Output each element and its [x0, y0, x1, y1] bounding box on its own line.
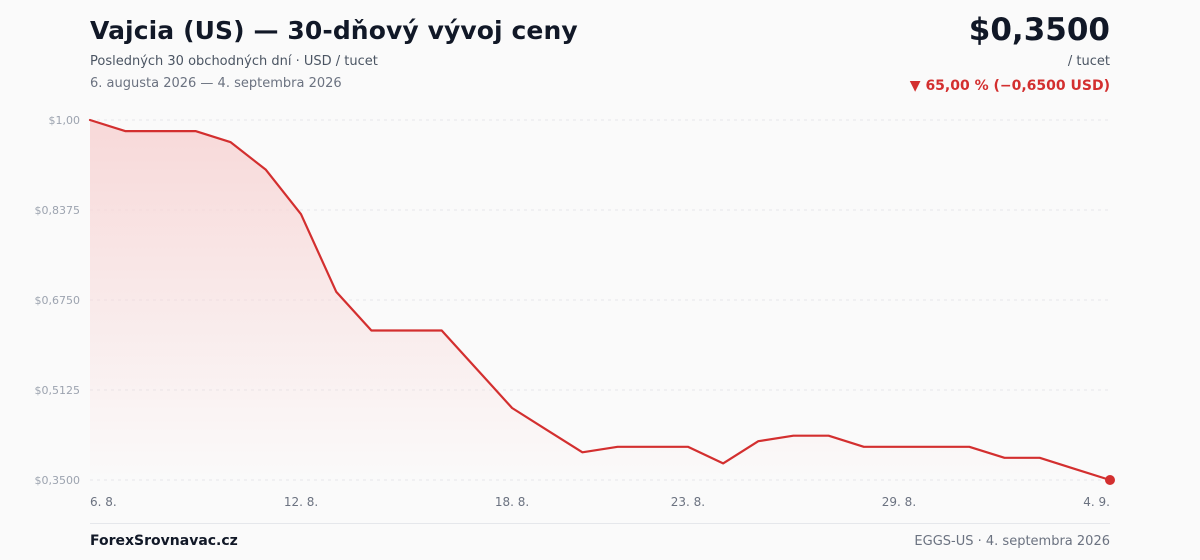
brand-name: ForexSrovnavac.cz — [90, 533, 238, 549]
source-label: EGGS-US · 4. septembra 2026 — [914, 534, 1110, 549]
series-line — [88, 118, 1112, 482]
x-tick-label: 4. 9. — [1083, 495, 1110, 509]
x-tick-label: 12. 8. — [284, 495, 318, 509]
y-tick-label: $1,00 — [49, 114, 81, 127]
price-chart: $1,00 $0,8375 $0,6750 $0,5125 $0,3500 6. 8. 12… — [35, 114, 1115, 509]
page-title: Vajcia (US) — 30-dňový vývoj ceny — [90, 16, 578, 45]
x-tick-label: 29. 8. — [882, 495, 916, 509]
y-tick-label: $0,5125 — [35, 384, 81, 397]
x-tick-label: 6. 8. — [90, 495, 117, 509]
y-tick-label: $0,8375 — [35, 204, 81, 217]
price-change: ▼ 65,00 % (−0,6500 USD) — [909, 78, 1110, 94]
chart-subtitle: Posledných 30 obchodných dní · USD / tuc… — [90, 54, 378, 69]
y-tick-label: $0,3500 — [35, 474, 81, 487]
date-range: 6. augusta 2026 — 4. septembra 2026 — [90, 76, 342, 91]
area-fill — [90, 120, 1110, 480]
y-tick-label: $0,6750 — [35, 294, 81, 307]
x-tick-label: 18. 8. — [495, 495, 529, 509]
last-point-marker — [1105, 475, 1115, 485]
current-price: $0,3500 — [968, 12, 1110, 48]
x-tick-label: 23. 8. — [671, 495, 705, 509]
footer-divider — [90, 523, 1110, 524]
price-unit: / tucet — [1067, 54, 1110, 69]
